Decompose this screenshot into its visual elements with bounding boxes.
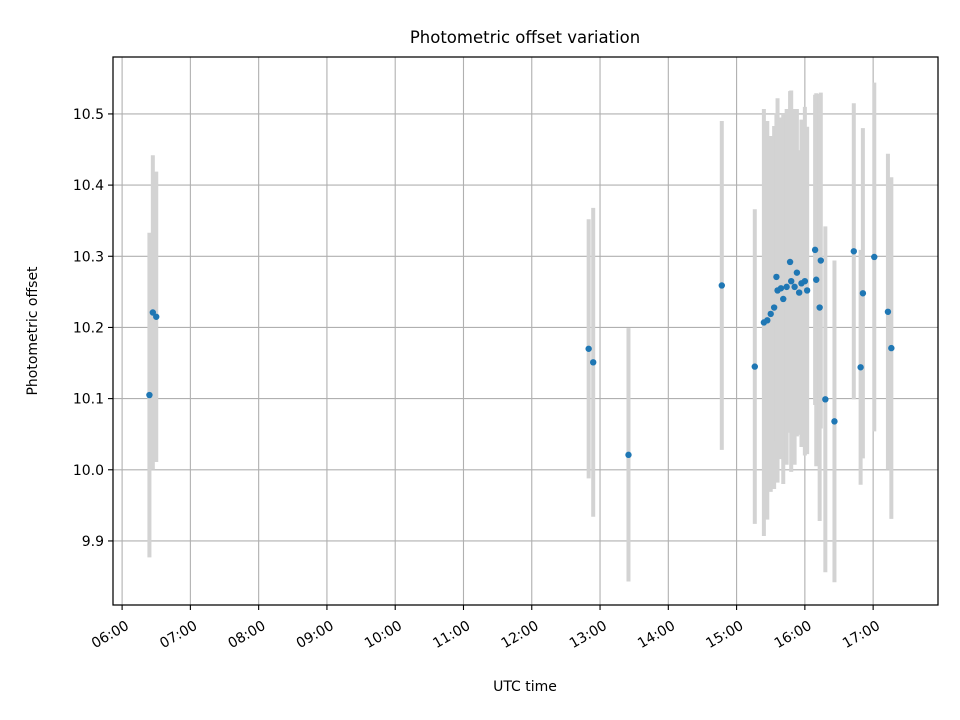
data-point [773, 273, 780, 281]
data-point [585, 345, 592, 352]
x-axis-label: UTC time [493, 679, 557, 695]
data-points [146, 246, 895, 459]
data-point [153, 313, 160, 320]
y-tick-label: 10.1 [73, 392, 104, 408]
data-point [751, 363, 758, 370]
data-point [884, 308, 892, 315]
data-point [764, 317, 771, 324]
data-point [871, 253, 878, 261]
data-point [786, 258, 794, 266]
data-point [813, 276, 820, 283]
y-tick-label: 10.5 [73, 107, 104, 123]
data-point [803, 287, 811, 294]
y-tick-label: 10.4 [73, 178, 104, 194]
data-point [859, 290, 867, 297]
data-point [791, 283, 798, 291]
data-point [817, 257, 824, 264]
data-point [146, 391, 153, 399]
data-point [793, 269, 801, 276]
data-point [822, 396, 829, 403]
data-point [149, 309, 157, 316]
data-point [777, 285, 785, 292]
data-point [816, 304, 823, 311]
data-point [783, 283, 790, 291]
data-point [857, 364, 864, 371]
data-point [801, 277, 809, 285]
y-tick-label: 10.3 [73, 249, 104, 265]
data-point [811, 246, 819, 254]
data-point [831, 418, 838, 425]
y-axis-label: Photometric offset [25, 266, 41, 396]
plot-area-frame [112, 56, 939, 606]
data-point [770, 304, 778, 311]
y-tick-label: 9.9 [82, 534, 104, 550]
data-point [850, 248, 857, 255]
data-point [780, 295, 787, 303]
data-point [625, 451, 632, 459]
data-point [888, 344, 895, 352]
chart-title: Photometric offset variation [410, 28, 640, 47]
data-point [767, 310, 774, 318]
data-point [788, 277, 795, 285]
y-tick-label: 10.2 [73, 320, 104, 336]
data-point [718, 282, 725, 289]
data-point [590, 359, 597, 366]
data-point [795, 289, 803, 296]
y-axis-ticks: 9.9 10.0 10.1 10.2 10.3 10.4 10.5 [73, 107, 113, 550]
y-tick-label: 10.0 [73, 463, 104, 479]
